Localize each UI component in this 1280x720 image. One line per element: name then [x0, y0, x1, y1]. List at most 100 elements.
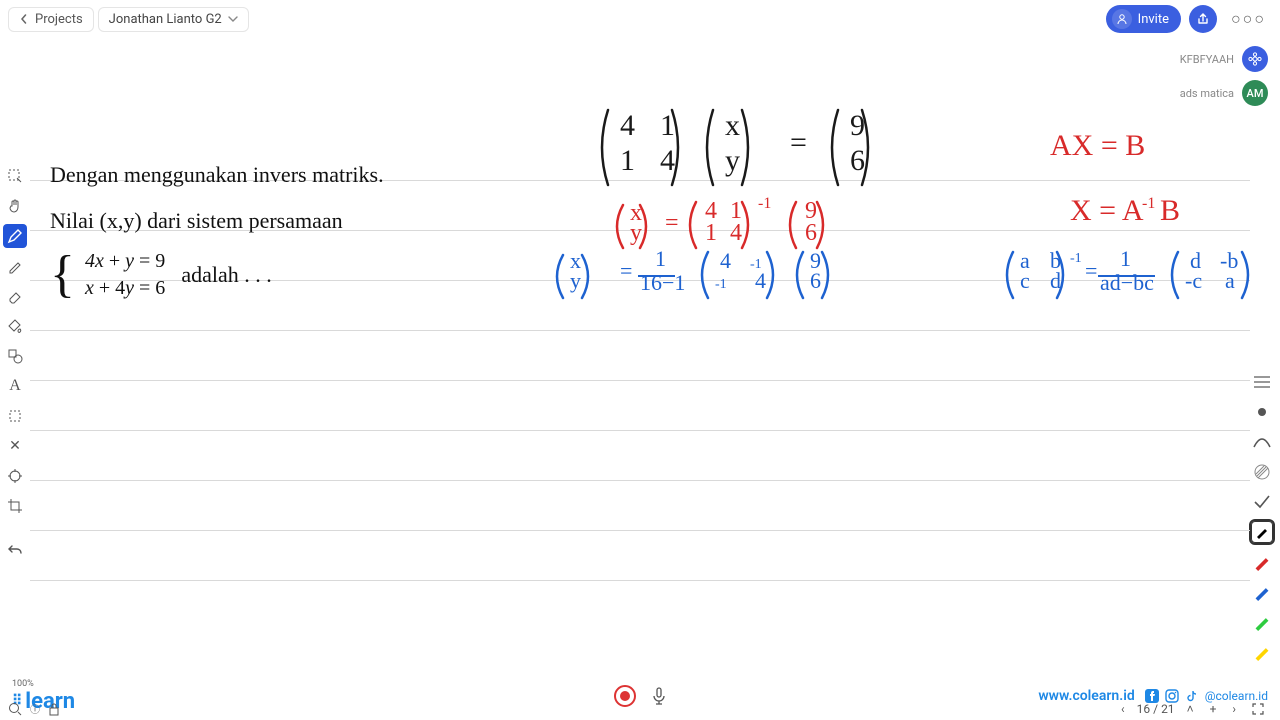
pen-green[interactable] — [1250, 610, 1274, 634]
page-up-button[interactable]: ˄ — [1183, 702, 1198, 716]
svg-text:X = A: X = A — [1070, 194, 1144, 227]
svg-text:=: = — [790, 126, 807, 159]
more-icon: ○○○ — [1231, 9, 1266, 28]
equation-2: x + 4y = 6 — [85, 277, 165, 300]
svg-text:-c: -c — [1185, 268, 1202, 293]
pen-tool[interactable] — [3, 224, 27, 248]
svg-text:-1: -1 — [758, 195, 771, 212]
svg-text:ad−bc: ad−bc — [1100, 270, 1154, 295]
project-selector[interactable]: Jonathan Lianto G2 — [98, 7, 249, 32]
tiktok-icon[interactable] — [1185, 689, 1199, 703]
crop-tool[interactable] — [3, 494, 27, 518]
svg-text:9: 9 — [850, 109, 865, 142]
page-prev-button[interactable]: ‹ — [1117, 702, 1129, 716]
record-button[interactable] — [614, 685, 636, 707]
svg-text:6: 6 — [850, 144, 865, 177]
svg-text:x: x — [725, 109, 740, 142]
svg-text:y: y — [570, 268, 581, 293]
hatch-icon[interactable] — [1250, 460, 1274, 484]
svg-text:4: 4 — [660, 144, 675, 177]
avatar — [1242, 46, 1268, 72]
fill-tool[interactable] — [3, 314, 27, 338]
svg-text:16−1: 16−1 — [640, 270, 685, 295]
facebook-icon[interactable] — [1145, 689, 1159, 703]
close-tool[interactable]: ✕ — [3, 434, 27, 458]
more-menu-button[interactable]: ○○○ — [1225, 9, 1272, 29]
svg-text:AX = B: AX = B — [1050, 129, 1145, 162]
handwriting-layer: 4114xy=96xy=4114-196AX = BX = A-1Bxy=116… — [510, 90, 1280, 320]
share-icon — [1196, 12, 1210, 26]
back-to-projects-button[interactable]: Projects — [8, 7, 94, 32]
svg-text:4: 4 — [720, 248, 731, 273]
participant[interactable]: KFBFYAAH — [1180, 46, 1268, 72]
bottom-center — [614, 685, 666, 707]
svg-text:4: 4 — [730, 220, 742, 246]
whiteboard-canvas[interactable]: Dengan menggunakan invers matriks. Nilai… — [30, 100, 1250, 670]
topbar-right: Invite ○○○ — [1106, 5, 1272, 33]
svg-text:1: 1 — [620, 144, 635, 177]
lock-icon[interactable] — [48, 702, 60, 716]
help-icon[interactable]: ⓘ — [30, 701, 40, 716]
instagram-icon[interactable] — [1165, 689, 1179, 703]
eraser-tool[interactable] — [3, 284, 27, 308]
svg-text:1: 1 — [655, 246, 666, 271]
flower-icon — [1247, 51, 1263, 67]
svg-text:4: 4 — [755, 268, 766, 293]
shapes-tool[interactable] — [3, 344, 27, 368]
svg-text:1: 1 — [705, 220, 717, 246]
page-indicator: 16 / 21 — [1137, 702, 1175, 716]
svg-text:a: a — [1225, 268, 1235, 293]
svg-text:c: c — [1020, 268, 1030, 293]
svg-text:=: = — [665, 210, 679, 236]
stroke-icon[interactable] — [1250, 430, 1274, 454]
svg-text:y: y — [630, 220, 642, 246]
svg-text:4: 4 — [620, 109, 635, 142]
chevron-left-icon — [19, 14, 29, 24]
bottom-bar: 100% ⠿ learn ⓘ www.colearn.id @colearn.i… — [0, 672, 1280, 720]
left-toolbar: A ✕ — [0, 160, 30, 566]
left-brace-icon: { — [50, 254, 75, 296]
svg-text:d: d — [1050, 268, 1061, 293]
right-toolbar — [1250, 370, 1274, 664]
svg-text:=: = — [1085, 258, 1097, 283]
fullscreen-button[interactable] — [1248, 703, 1268, 715]
select-tool[interactable] — [3, 164, 27, 188]
zoom-level: 100% — [12, 679, 34, 689]
top-bar: Projects Jonathan Lianto G2 Invite ○○○ — [0, 0, 1280, 38]
menu-icon[interactable] — [1250, 370, 1274, 394]
svg-text:-1: -1 — [715, 277, 727, 292]
problem-line-2: Nilai (x,y) dari sistem persamaan — [50, 208, 490, 234]
social-icons: @colearn.id — [1145, 689, 1268, 703]
bottom-corner-icons: ⓘ — [8, 701, 60, 716]
svg-text:y: y — [725, 144, 740, 177]
svg-text:1: 1 — [1120, 246, 1131, 271]
target-tool[interactable] — [3, 464, 27, 488]
page-next-button[interactable]: › — [1228, 702, 1240, 716]
svg-text:-1: -1 — [1142, 195, 1155, 212]
dot-icon[interactable] — [1250, 400, 1274, 424]
svg-text:6: 6 — [805, 220, 817, 246]
frame-tool[interactable] — [3, 404, 27, 428]
problem-suffix: adalah . . . — [181, 262, 271, 288]
social-handle: @colearn.id — [1205, 689, 1268, 703]
check-icon[interactable] — [1250, 490, 1274, 514]
pen-red[interactable] — [1250, 550, 1274, 574]
mic-button[interactable] — [652, 687, 666, 705]
pen-yellow[interactable] — [1250, 640, 1274, 664]
page-add-button[interactable]: + — [1206, 702, 1221, 716]
back-label: Projects — [35, 12, 83, 27]
participant-name: KFBFYAAH — [1180, 53, 1234, 66]
svg-text:6: 6 — [810, 268, 821, 293]
undo-tool[interactable] — [3, 538, 27, 562]
zoom-icon[interactable] — [8, 702, 22, 716]
hand-tool[interactable] — [3, 194, 27, 218]
topbar-left: Projects Jonathan Lianto G2 — [8, 7, 249, 32]
text-tool[interactable]: A — [3, 374, 27, 398]
svg-text:=: = — [620, 258, 632, 283]
invite-button[interactable]: Invite — [1106, 5, 1181, 33]
pen-blue[interactable] — [1250, 580, 1274, 604]
pen-black[interactable] — [1250, 520, 1274, 544]
pencil-tool[interactable] — [3, 254, 27, 278]
share-button[interactable] — [1189, 5, 1217, 33]
pager-group: ‹ 16 / 21 ˄ + › — [1117, 702, 1268, 716]
